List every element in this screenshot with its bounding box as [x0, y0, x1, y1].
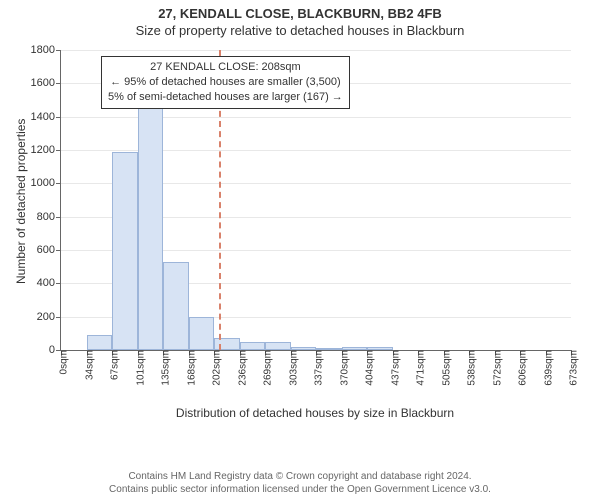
histogram-bar	[163, 262, 189, 350]
xtick-label: 67sqm	[104, 350, 121, 380]
xtick-label: 269sqm	[257, 350, 274, 386]
xtick-label: 572sqm	[486, 350, 503, 386]
xtick-label: 135sqm	[155, 350, 172, 386]
xtick-label: 34sqm	[78, 350, 95, 380]
xtick-label: 101sqm	[129, 350, 146, 386]
histogram-bar	[138, 107, 164, 350]
xtick-label: 505sqm	[435, 350, 452, 386]
y-axis-label: Number of detached properties	[14, 119, 28, 284]
histogram-bar	[316, 348, 342, 350]
xtick-label: 471sqm	[410, 350, 427, 386]
annotation-line-1: 27 KENDALL CLOSE: 208sqm	[108, 60, 343, 75]
histogram-bar	[87, 335, 113, 350]
annotation-line-2: ← 95% of detached houses are smaller (3,…	[108, 75, 343, 90]
plot-region: 0200400600800100012001400160018000sqm34s…	[60, 50, 571, 351]
ytick-label: 1600	[31, 77, 61, 89]
ytick-label: 600	[37, 244, 61, 256]
ytick-label: 1400	[31, 111, 61, 123]
page-subtitle: Size of property relative to detached ho…	[0, 21, 600, 38]
annotation-line-3: 5% of semi-detached houses are larger (1…	[108, 90, 343, 105]
xtick-label: 370sqm	[333, 350, 350, 386]
ytick-label: 1200	[31, 144, 61, 156]
xtick-label: 673sqm	[563, 350, 580, 386]
xtick-label: 639sqm	[537, 350, 554, 386]
page-title: 27, KENDALL CLOSE, BLACKBURN, BB2 4FB	[0, 0, 600, 21]
histogram-bar	[265, 342, 291, 350]
annotation-box: 27 KENDALL CLOSE: 208sqm ← 95% of detach…	[101, 56, 350, 109]
footer-attribution: Contains HM Land Registry data © Crown c…	[0, 470, 600, 496]
xtick-label: 168sqm	[180, 350, 197, 386]
xtick-label: 606sqm	[512, 350, 529, 386]
histogram-bar	[112, 152, 138, 350]
xtick-label: 337sqm	[308, 350, 325, 386]
ytick-label: 400	[37, 277, 61, 289]
xtick-label: 303sqm	[282, 350, 299, 386]
ytick-label: 200	[37, 311, 61, 323]
footer-line-1: Contains HM Land Registry data © Crown c…	[0, 470, 600, 483]
histogram-bar	[240, 342, 266, 350]
ytick-label: 1000	[31, 177, 61, 189]
histogram-bar	[342, 347, 368, 350]
xtick-label: 0sqm	[53, 350, 70, 374]
gridline	[61, 50, 571, 51]
xtick-label: 236sqm	[231, 350, 248, 386]
footer-line-2: Contains public sector information licen…	[0, 483, 600, 496]
histogram-bar	[291, 347, 317, 350]
histogram-bar	[367, 347, 393, 350]
xtick-label: 437sqm	[384, 350, 401, 386]
histogram-bar	[189, 317, 215, 350]
ytick-label: 1800	[31, 44, 61, 56]
xtick-label: 404sqm	[359, 350, 376, 386]
chart-area: 0200400600800100012001400160018000sqm34s…	[0, 42, 600, 442]
x-axis-label: Distribution of detached houses by size …	[60, 406, 570, 420]
ytick-label: 800	[37, 211, 61, 223]
xtick-label: 538sqm	[461, 350, 478, 386]
chart-container: 27, KENDALL CLOSE, BLACKBURN, BB2 4FB Si…	[0, 0, 600, 500]
xtick-label: 202sqm	[206, 350, 223, 386]
